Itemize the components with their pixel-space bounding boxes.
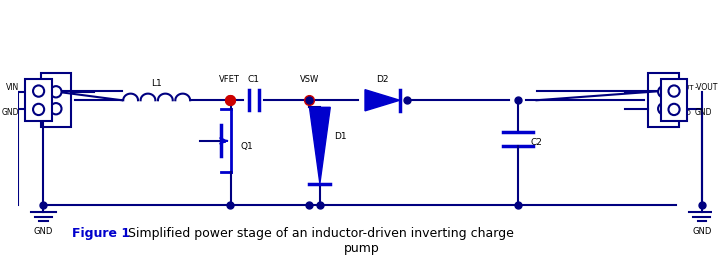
Circle shape — [658, 103, 669, 114]
Text: GND: GND — [29, 110, 44, 116]
Text: GND: GND — [695, 108, 712, 117]
Text: GND: GND — [1, 108, 19, 117]
Text: VIN: VIN — [6, 83, 19, 92]
Circle shape — [669, 85, 680, 97]
Text: C1: C1 — [248, 75, 260, 84]
Circle shape — [51, 86, 61, 97]
Text: pump: pump — [343, 242, 380, 254]
Text: Q1: Q1 — [240, 142, 253, 151]
Text: -VOUT: -VOUT — [695, 83, 718, 92]
Text: VIN: VIN — [30, 85, 43, 90]
FancyBboxPatch shape — [649, 74, 679, 127]
Text: -VOUT: -VOUT — [672, 85, 694, 90]
FancyBboxPatch shape — [40, 74, 72, 127]
Circle shape — [51, 103, 61, 114]
Text: GND: GND — [692, 227, 711, 236]
Text: L1: L1 — [151, 79, 162, 88]
Text: D1: D1 — [334, 132, 346, 141]
Text: VFET: VFET — [219, 75, 240, 84]
Circle shape — [669, 104, 680, 115]
Text: Figure 1: Figure 1 — [72, 227, 130, 240]
Text: Simplified power stage of an inductor-driven inverting charge: Simplified power stage of an inductor-dr… — [124, 227, 514, 240]
Polygon shape — [365, 90, 400, 111]
Text: GND: GND — [675, 110, 691, 116]
Text: C2: C2 — [530, 138, 542, 147]
Bar — [25, 79, 52, 122]
Circle shape — [658, 86, 669, 97]
Text: VSW: VSW — [300, 75, 319, 84]
Bar — [661, 79, 688, 122]
Text: D2: D2 — [376, 75, 389, 84]
Text: GND: GND — [34, 227, 54, 236]
Circle shape — [33, 85, 44, 97]
Polygon shape — [309, 107, 330, 183]
Circle shape — [33, 104, 44, 115]
